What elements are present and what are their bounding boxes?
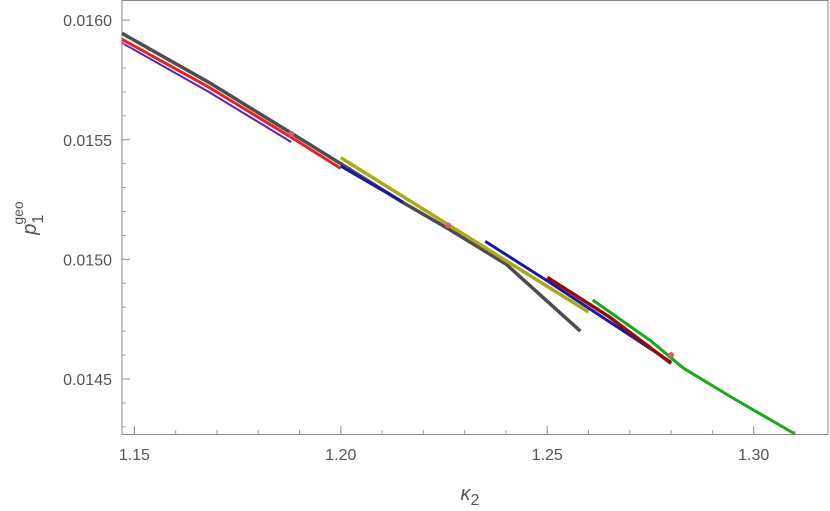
data-point-marker [445,222,452,229]
series-line-4 [340,164,404,204]
y-tick-label: 0.0160 [63,13,112,30]
y-axis-label: p1geo [10,201,47,236]
x-tick-label: 1.25 [532,447,563,464]
series-line-3 [121,42,292,143]
data-point-marker [668,352,675,359]
series-line-2 [121,37,342,170]
y-axis-ticks: 0.0145 0.0150 0.0155 0.0160 [63,13,130,428]
x-tick-label: 1.20 [325,447,356,464]
x-axis-label: κ2 [461,483,480,509]
series-layer [121,31,796,436]
series-line-7 [546,275,673,365]
x-axis-ticks: 1.15 1.20 1.25 1.30 [119,426,796,464]
x-tick-label: 1.30 [738,447,769,464]
data-point-marker [288,130,295,137]
marker-layer [288,130,675,359]
series-line-5 [339,156,590,314]
y-tick-label: 0.0155 [63,133,112,150]
plot-frame [121,0,829,435]
y-tick-label: 0.0150 [63,252,112,269]
x-tick-label: 1.15 [119,447,150,464]
series-line-8 [591,298,796,436]
y-tick-label: 0.0145 [63,372,112,389]
